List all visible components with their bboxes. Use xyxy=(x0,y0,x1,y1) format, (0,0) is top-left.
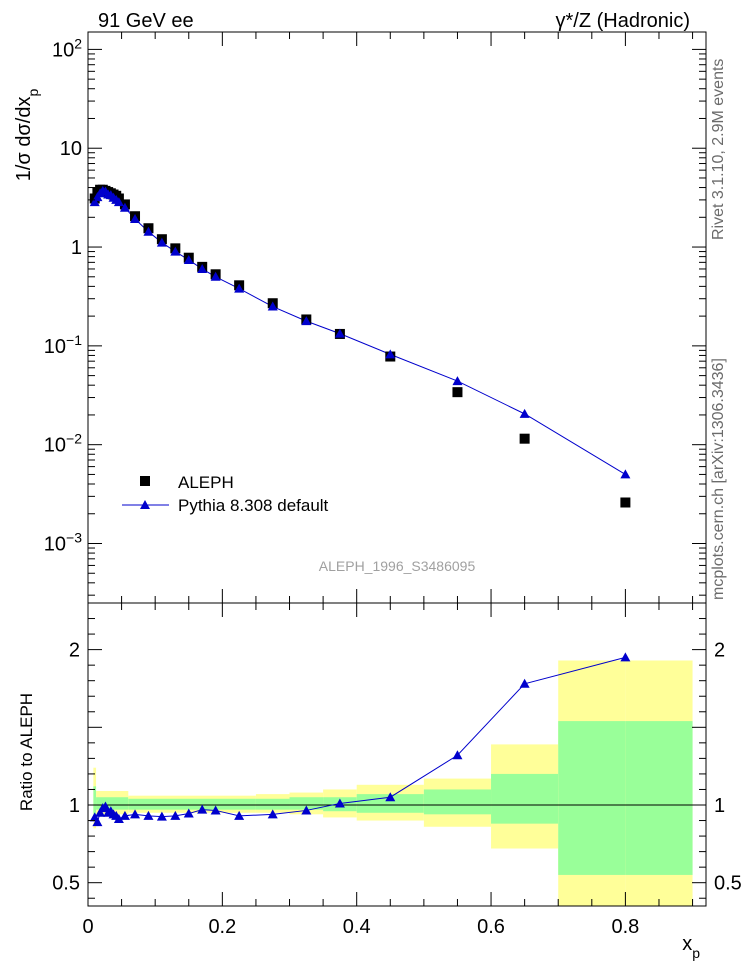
ratio-y-tick-label: 0.5 xyxy=(52,873,80,895)
green-band xyxy=(128,798,256,810)
ratio-point xyxy=(210,805,221,815)
ratio-y-axis: 0.5 0.5 1 1 2 2 xyxy=(52,602,742,899)
ratio-series-layer xyxy=(89,652,631,827)
y-tick-label: 102 xyxy=(52,35,82,61)
main-frame xyxy=(87,31,707,604)
ratio-point xyxy=(156,811,167,821)
legend-label-aleph: ALEPH xyxy=(178,473,234,492)
ratio-point xyxy=(452,750,463,760)
aleph-point xyxy=(519,433,530,444)
legend-label-pythia: Pythia 8.308 default xyxy=(178,496,329,515)
x-tick-label: 0.2 xyxy=(208,916,236,938)
pythia-point xyxy=(234,283,245,293)
green-band xyxy=(491,773,559,824)
legend: ALEPH Pythia 8.308 default xyxy=(122,473,329,515)
green-band xyxy=(558,721,626,875)
x-tick-label: 0 xyxy=(82,916,93,938)
green-band xyxy=(625,721,693,875)
main-y-axis-label: 1/σ dσ/dxp xyxy=(13,89,41,182)
y-tick-label: 10−2 xyxy=(44,431,82,457)
ratio-point xyxy=(95,807,106,817)
header-left: 91 GeV ee xyxy=(98,10,194,32)
ratio-y-axis-label: Ratio to ALEPH xyxy=(17,693,36,811)
aleph-point xyxy=(452,387,463,398)
ratio-panel: Ratio to ALEPH 0.5 0.51 12 2 0 0.2 0.4 0.6 0.8 … xyxy=(17,602,742,961)
pythia-point xyxy=(210,271,221,281)
ratio-point xyxy=(113,813,124,823)
green-band xyxy=(255,798,290,810)
ratio-point xyxy=(170,810,181,820)
mcplots-label: mcplots.cern.ch [arXiv:1306.3436] xyxy=(710,358,727,600)
ratio-x-axis: 0 0.2 0.4 0.6 0.8 xyxy=(82,603,694,938)
pythia-point xyxy=(89,197,100,207)
ratio-point xyxy=(92,817,103,827)
pythia-point xyxy=(183,254,194,264)
pythia-point xyxy=(113,197,124,207)
pythia-point xyxy=(197,263,208,273)
green-band xyxy=(423,789,492,815)
analysis-watermark: ALEPH_1996_S3486095 xyxy=(319,558,476,574)
ratio-point xyxy=(183,808,194,818)
pythia-point xyxy=(267,301,278,311)
ratio-frame xyxy=(87,602,707,907)
ratio-y-tick-label-right: 1 xyxy=(714,795,725,817)
ratio-y-tick-label: 1 xyxy=(69,795,80,817)
ratio-point xyxy=(519,678,530,688)
ratio-point xyxy=(620,652,631,662)
x-tick-label: 0.8 xyxy=(611,916,639,938)
ratio-point xyxy=(301,805,312,815)
legend-marker-aleph xyxy=(140,476,150,486)
main-panel: 1/σ dσ/dxp ALEPH_1996_S3486095 ALEPH Pyth… xyxy=(13,31,707,604)
aleph-point xyxy=(620,497,631,508)
ratio-y-tick-label-right: 2 xyxy=(714,640,725,662)
legend-marker-pythia xyxy=(140,500,150,509)
pythia-point xyxy=(170,246,181,256)
ratio-bands xyxy=(88,660,706,906)
pythia-line xyxy=(94,190,626,475)
ratio-point xyxy=(267,809,278,819)
y-tick-label: 10−1 xyxy=(44,332,82,358)
ratio-point xyxy=(234,810,245,820)
x-tick-label: 0.6 xyxy=(477,916,505,938)
main-x-axis xyxy=(87,32,694,603)
y-tick-label: 1 xyxy=(71,237,82,259)
pythia-point xyxy=(143,226,154,236)
green-band xyxy=(356,794,424,813)
ratio-point xyxy=(385,792,396,802)
green-band xyxy=(289,797,324,810)
ratio-y-tick-label-right: 0.5 xyxy=(714,873,742,895)
main-series-layer xyxy=(89,184,631,508)
y-tick-label: 10 xyxy=(60,138,82,160)
pythia-point xyxy=(519,408,530,418)
rivet-label: Rivet 3.1.10, 2.9M events xyxy=(710,59,727,240)
green-band xyxy=(93,786,97,818)
ratio-point xyxy=(119,810,130,820)
pythia-point xyxy=(119,202,130,212)
pythia-point xyxy=(620,469,631,479)
pythia-point xyxy=(301,316,312,326)
x-axis-label: xp xyxy=(682,933,700,961)
x-tick-label: 0.4 xyxy=(343,916,371,938)
pythia-point xyxy=(385,349,396,359)
pythia-point xyxy=(334,328,345,338)
main-y-axis: 10−3 10−2 10−1 1 10 102 xyxy=(44,35,706,596)
ratio-point xyxy=(334,798,345,808)
pythia-point xyxy=(156,237,167,247)
pythia-point xyxy=(130,214,141,224)
y-tick-label: 10−3 xyxy=(44,530,82,556)
ratio-y-tick-label: 2 xyxy=(69,640,80,662)
header-right: γ*/Z (Hadronic) xyxy=(556,10,690,32)
pythia-point xyxy=(452,376,463,386)
ratio-point xyxy=(143,810,154,820)
ratio-point xyxy=(130,809,141,819)
ratio-point xyxy=(197,804,208,814)
